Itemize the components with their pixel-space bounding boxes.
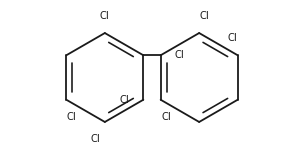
Text: Cl: Cl xyxy=(161,112,171,122)
Text: Cl: Cl xyxy=(91,135,100,144)
Text: Cl: Cl xyxy=(67,112,77,122)
Text: Cl: Cl xyxy=(200,11,209,20)
Text: Cl: Cl xyxy=(119,95,130,105)
Text: Cl: Cl xyxy=(100,11,110,20)
Text: Cl: Cl xyxy=(174,50,185,60)
Text: Cl: Cl xyxy=(227,33,237,43)
